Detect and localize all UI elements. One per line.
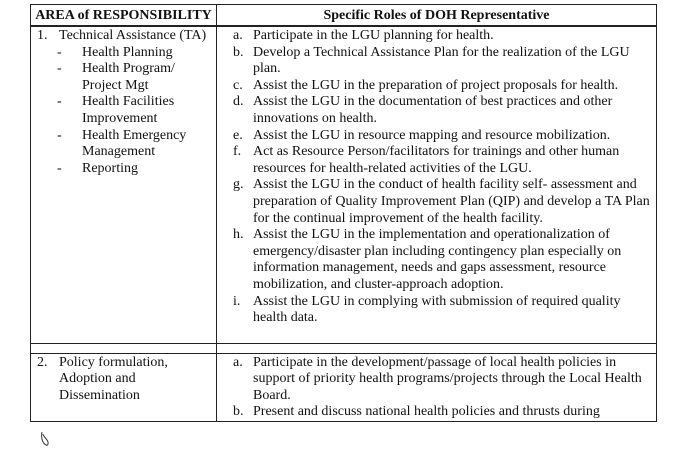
area-number: 2. [37,354,48,370]
role-letter: a. [233,28,243,43]
sub-item-label: Health Emergency Management [82,127,187,160]
role-letter: e. [233,127,243,143]
area-title: Policy formulation, Adoption and Dissemi… [59,354,168,403]
list-item: i. Assist the LGU in complying with submi… [233,294,652,327]
list-item: - Health Facilities Improvement [37,94,214,127]
role-letter: a. [233,354,243,370]
roles-cell: a. Participate in the LGU planning for he… [216,24,657,344]
pen-mark [40,431,50,447]
role-letter: b. [233,404,244,420]
sub-item-list: - Health Planning - Health Program/ Projec… [37,45,214,178]
list-item: - Health Emergency Management [37,128,214,161]
list-item: e. Assist the LGU in resource mapping and… [233,128,652,145]
role-text: Participate in the LGU planning for heal… [253,28,494,43]
role-text: Assist the LGU in the implementation and… [253,227,622,292]
sub-item-label: Health Facilities Improvement [82,94,175,126]
role-text: Assist the LGU in complying with submiss… [253,293,621,326]
list-item: d. Assist the LGU in the documentation of… [233,94,652,127]
header-area-of-responsibility: AREA of RESPONSIBILITY [30,4,217,27]
list-item: h. Assist the LGU in the implementation a… [233,227,652,293]
role-text: Assist the LGU in resource mapping and r… [253,127,611,143]
role-letter: d. [233,94,244,110]
area-title: Technical Assistance (TA) [59,28,207,43]
area-cell: 1. Technical Assistance (TA) - Health Pla… [30,24,217,344]
role-letter: g. [233,177,244,193]
roles-table: AREA of RESPONSIBILITY Specific Roles of… [30,4,657,423]
list-item: b. Develop a Technical Assistance Plan fo… [233,45,652,78]
list-item: a. Participate in the LGU planning for he… [233,28,652,45]
area-cell: 2. Policy formulation, Adoption and Diss… [30,352,217,423]
list-item: f. Act as Resource Person/facilitators fo… [233,144,652,177]
role-text: Develop a Technical Assistance Plan for … [253,44,630,77]
header-specific-roles: Specific Roles of DOH Representative [216,4,657,27]
sub-item-label: Reporting [82,160,138,176]
table-row: 2. Policy formulation, Adoption and Diss… [30,352,657,423]
role-letter: h. [233,227,244,243]
role-text: Act as Resource Person/facilitators for … [253,144,620,176]
role-text: Participate in the development/passage o… [253,354,642,403]
list-item: a. Participate in the development/passage… [233,355,652,405]
role-letter: f. [233,144,242,160]
list-item: - Health Planning [37,45,214,62]
role-letter: b. [233,44,244,60]
sub-item-label: Health Planning [82,44,173,60]
role-text: Assist the LGU in the documentation of b… [253,94,613,126]
area-number: 1. [37,28,48,43]
list-item: g. Assist the LGU in the conduct of healt… [233,177,652,227]
role-letter: i. [233,293,241,309]
role-text: Present and discuss national health poli… [253,404,600,420]
sub-item-label: Health Program/ Project Mgt [82,61,175,93]
table-header-row: AREA of RESPONSIBILITY Specific Roles of… [30,4,657,27]
roles-cell: a. Participate in the development/passage… [216,352,657,423]
role-list: a. Participate in the development/passage… [233,355,652,421]
list-item: - Health Program/ Project Mgt [37,61,214,94]
list-item: b. Present and discuss national health po… [233,404,652,421]
role-text: Assist the LGU in the preparation of pro… [253,77,619,93]
table-row: 1. Technical Assistance (TA) - Health Pla… [30,24,657,344]
role-list: a. Participate in the LGU planning for he… [233,28,652,327]
role-text: Assist the LGU in the conduct of health … [253,177,650,226]
list-item: - Reporting [37,161,214,178]
role-letter: c. [233,77,243,93]
row-separator [30,342,657,354]
list-item: c. Assist the LGU in the preparation of p… [233,78,652,95]
